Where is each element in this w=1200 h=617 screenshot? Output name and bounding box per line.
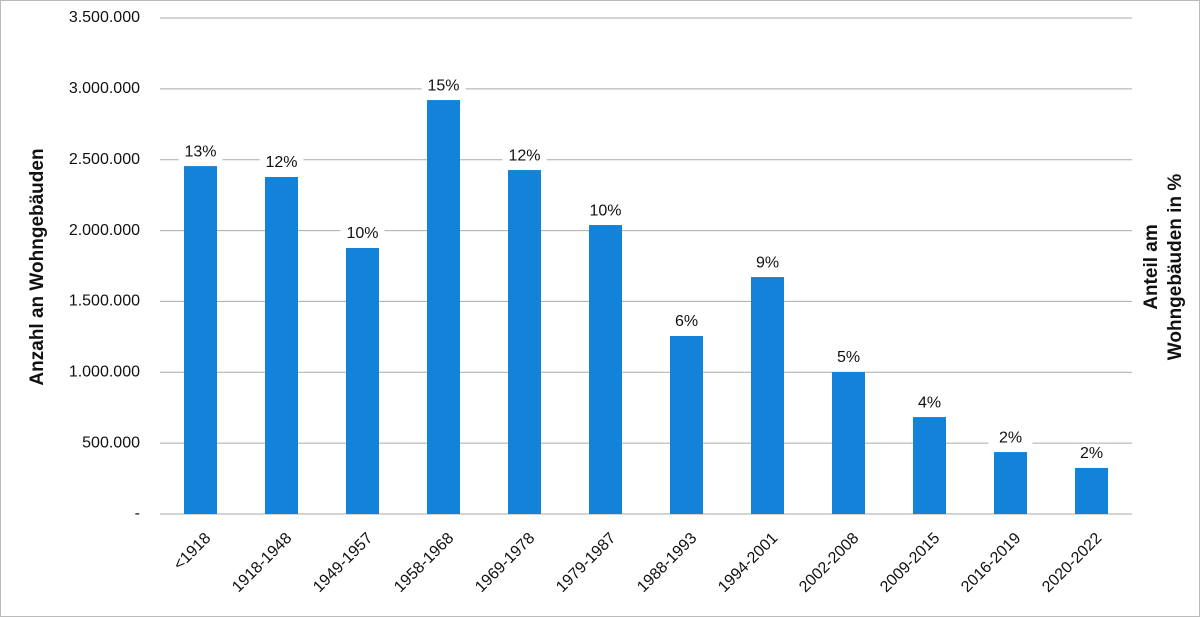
bar [832,372,865,514]
value-label-bg [583,201,628,222]
value-label: 12% [508,147,540,164]
bar [265,177,298,515]
bar [670,336,703,514]
value-label: 5% [837,349,860,366]
y-axis-title: Anzahl an Wohngebäuden [27,148,48,385]
bar [589,225,622,515]
value-label-bg [664,312,709,333]
value-label: 4% [918,394,941,411]
value-label-bg [907,393,952,414]
value-label-bg [502,146,547,167]
value-label: 2% [1080,445,1103,462]
value-label-bg [259,153,304,174]
value-label: 12% [265,154,297,171]
bar [994,452,1027,514]
y-tick-label: 500.000 [82,434,140,451]
y-tick-label: 3.000.000 [69,80,140,97]
value-label: 9% [756,254,779,271]
value-label-bg [988,428,1033,449]
value-label-bg [1069,443,1114,464]
value-label: 10% [346,225,378,242]
y-tick-label: 3.500.000 [69,9,140,26]
value-label-bg [745,253,790,274]
value-label: 15% [427,77,459,94]
bar [508,170,541,514]
value-label-bg [826,348,871,369]
value-label-bg [340,224,385,245]
value-label-bg [421,76,466,97]
y-tick-label: 2.500.000 [69,151,140,168]
y2-axis-title: Wohngebäuden in % [1165,174,1186,361]
y-tick-label: 1.000.000 [69,364,140,381]
bar [427,100,460,514]
y2-axis-title: Anteil am [1141,224,1162,310]
bar [184,166,217,514]
bar [1075,467,1108,514]
y-tick-label: 2.000.000 [69,222,140,239]
value-label: 2% [999,429,1022,446]
bar [346,248,379,514]
value-label: 6% [675,313,698,330]
y-tick-label: 1.500.000 [69,293,140,310]
value-label: 10% [589,202,621,219]
value-label: 13% [184,143,216,160]
y-tick-label: - [135,505,140,522]
value-label-bg [178,142,223,163]
bar [751,277,784,514]
bar [913,417,946,514]
